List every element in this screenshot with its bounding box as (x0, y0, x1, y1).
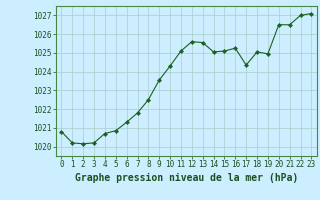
X-axis label: Graphe pression niveau de la mer (hPa): Graphe pression niveau de la mer (hPa) (75, 173, 298, 183)
